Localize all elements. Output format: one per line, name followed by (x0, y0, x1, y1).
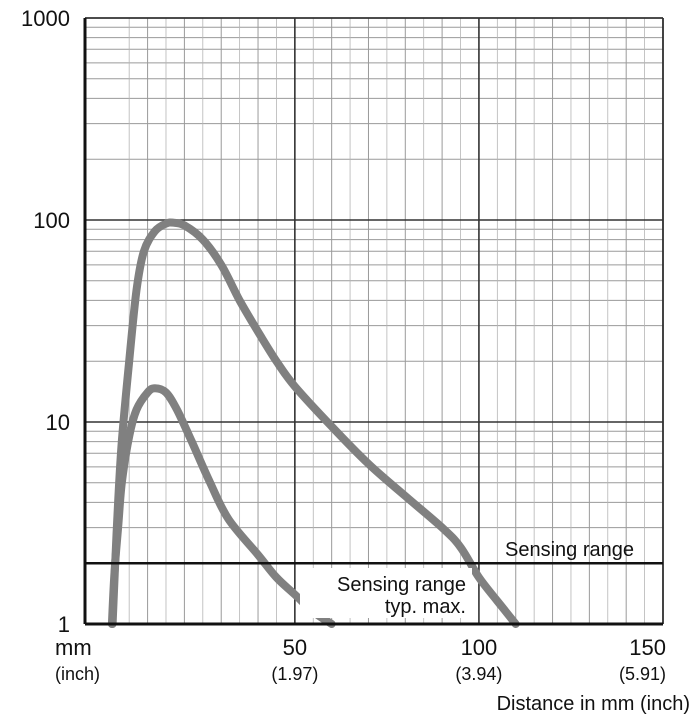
sensing-range-typ-max-label: Sensing range (337, 574, 466, 596)
x-tick-label: 150 (629, 635, 666, 660)
series-layer (107, 218, 520, 628)
x-tick-sublabel: (3.94) (455, 664, 502, 684)
x-tick-sublabel: (inch) (55, 664, 100, 684)
y-tick-labels: 1 10 100 1000 (21, 6, 70, 637)
series-line-lower (107, 384, 336, 628)
typ-max-label: typ. max. (385, 596, 466, 618)
y-tick-label: 1 (58, 612, 70, 637)
x-tick-label: mm (55, 635, 92, 660)
sensing-range-label: Sensing range (505, 539, 634, 561)
x-tick-sublabel: (1.97) (271, 664, 318, 684)
x-tick-label: 100 (461, 635, 498, 660)
series-line-upper (108, 218, 520, 628)
y-tick-label: 100 (33, 208, 70, 233)
grid-minor (85, 18, 663, 624)
y-tick-label: 1000 (21, 6, 70, 31)
annotation-background (300, 568, 472, 618)
grid-major (85, 17, 664, 624)
x-tick-label: 50 (283, 635, 307, 660)
x-tick-labels: mm (inch) 50 (1.97) 100 (3.94) 150 (5.91) (55, 635, 666, 684)
y-tick-label: 10 (46, 410, 70, 435)
x-tick-sublabel: (5.91) (619, 664, 666, 684)
x-axis-title: Distance in mm (inch) (497, 693, 690, 715)
